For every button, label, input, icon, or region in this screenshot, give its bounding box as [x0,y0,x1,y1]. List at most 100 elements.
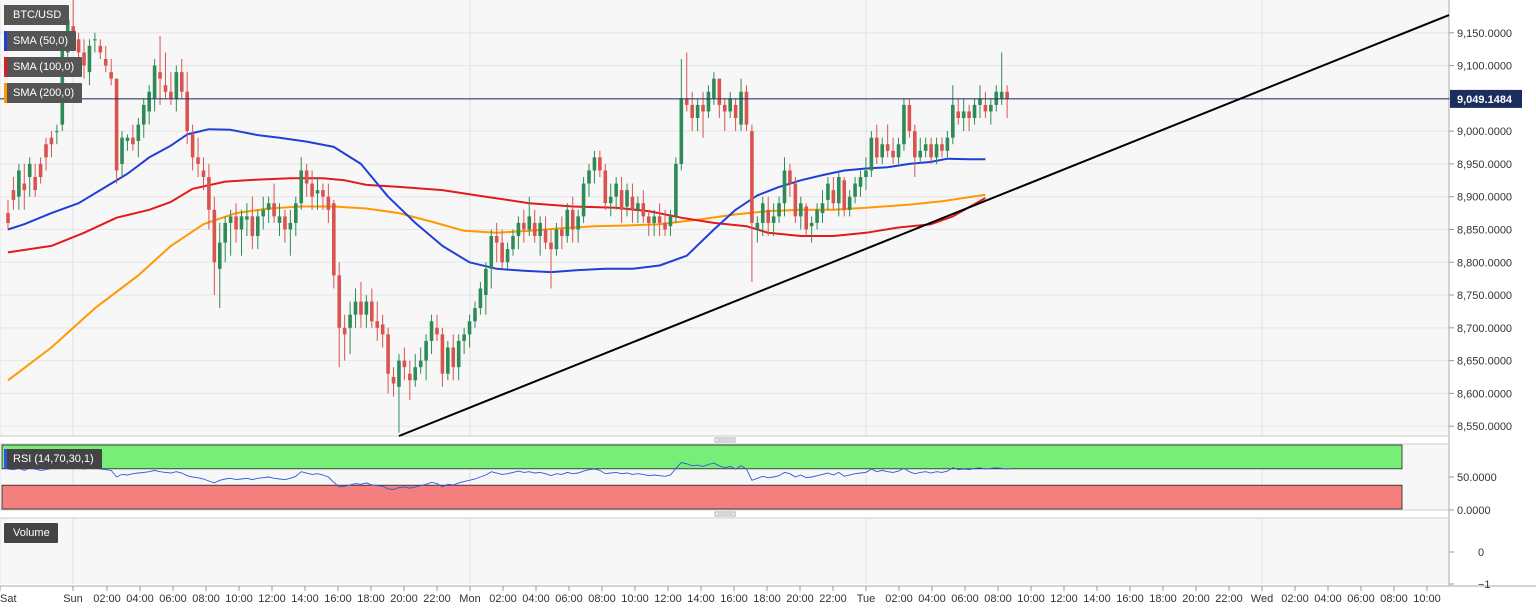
candle-body-down [1005,91,1009,100]
rsi-line [7,462,1013,490]
candle-body-up [771,216,776,223]
x-tick-label: 16:00 [1116,593,1144,605]
candle-body-up [456,340,461,368]
candle-body-up [853,183,857,197]
candle-body-up [869,137,874,171]
current-price-label: 9,049.1484 [1457,94,1513,106]
candle-body-down [690,104,694,119]
x-tick-label: 04:00 [1314,593,1342,605]
y-tick-label: 8,700.0000 [1457,323,1512,335]
candle-body-up [511,236,515,250]
y-tick-label: 9,000.0000 [1457,126,1512,138]
candle-body-up [418,360,423,368]
candle-body-down [375,321,380,328]
candle-body-up [674,163,678,217]
x-tick-label: Tue [857,593,876,605]
candle-body-up [614,183,618,197]
candle-body-up [836,177,841,204]
candle-body-up [255,216,260,237]
legend-volume-label: Volume [13,527,50,539]
volume-panel-bg [0,518,1449,584]
y-tick-label: 8,650.0000 [1457,356,1512,368]
candle-body-up [760,203,765,223]
candle-body-up [223,222,227,243]
candle-body-down [657,216,662,223]
y-tick-label: 9,100.0000 [1457,61,1512,73]
candle-body-down [49,137,54,145]
candle-body-up [516,222,521,237]
candle-body-down [196,157,200,164]
candle-body-down [33,177,37,191]
candle-body-up [424,340,428,361]
candle-body-up [55,131,59,133]
rsi-oversold-zone [1,484,1403,510]
x-tick-label: 20:00 [786,593,814,605]
candle-body-up [576,216,580,230]
candle-body-up [261,209,266,217]
candle-body-down [717,78,722,105]
candle-body-up [679,98,684,164]
y-tick-label: 8,800.0000 [1457,257,1512,269]
candle-body-down [201,170,206,178]
candle-body-up [348,314,352,328]
candle-body-up [125,137,130,141]
candle-body-up [815,209,819,223]
legend-sma50[interactable]: SMA (50,0) [4,31,77,51]
candle-body-down [283,216,287,230]
candle-body-up [293,203,298,223]
candle-body-down [76,39,81,53]
candle-body-up [136,124,141,141]
x-tick-label: 04:00 [522,593,550,605]
candle-body-down [983,104,988,112]
candle-body-down [332,203,336,276]
candle-body-up [554,229,559,250]
legend-symbol[interactable]: BTC/USD [4,5,70,25]
legend-symbol-label: BTC/USD [13,9,62,21]
candle-body-up [695,104,700,119]
candle-body-down [114,78,119,171]
candle-body-up [592,157,597,171]
candle-body-down [907,104,912,132]
candle-body-up [951,104,955,138]
candle-body-down [967,111,971,119]
x-tick-label: 02:00 [885,593,913,605]
candle-body-up [978,98,982,105]
candle-body-up [152,65,157,99]
x-tick-label: 08:00 [588,593,616,605]
legend-sma100[interactable]: SMA (100,0) [4,57,83,77]
candle-body-down [891,150,895,158]
candle-body-up [880,144,885,158]
legend-sma50-swatch [4,31,7,51]
x-tick-label: 08:00 [192,593,220,605]
x-tick-label: 16:00 [720,593,748,605]
candle-body-down [11,190,16,200]
x-tick-label: 18:00 [1149,593,1177,605]
x-tick-label: 10:00 [1017,593,1045,605]
x-tick-label: Mon [459,593,480,605]
candle-body-up [994,91,999,105]
x-tick-label: 02:00 [1281,593,1309,605]
x-tick-label: Sat [0,593,17,605]
candle-body-up [277,216,282,223]
x-tick-label: 12:00 [258,593,286,605]
legend-rsi[interactable]: RSI (14,70,30,1) [4,449,102,469]
candle-body-up [636,203,640,210]
candle-body-down [494,236,499,243]
legend-volume[interactable]: Volume [4,523,58,543]
legend-sma200[interactable]: SMA (200,0) [4,83,83,103]
x-tick-label: 02:00 [93,593,121,605]
x-tick-label: 22:00 [423,593,451,605]
candle-body-down [522,222,526,230]
candle-body-up [484,268,488,296]
candle-body-down [38,163,43,178]
candle-body-down [913,131,917,158]
x-tick-label: 10:00 [225,593,253,605]
candle-body-down [304,170,309,184]
candle-body-down [435,327,439,335]
candle-body-down [701,104,705,112]
candle-body-up [467,321,472,335]
candle-body-up [945,137,950,151]
x-tick-label: 04:00 [126,593,154,605]
